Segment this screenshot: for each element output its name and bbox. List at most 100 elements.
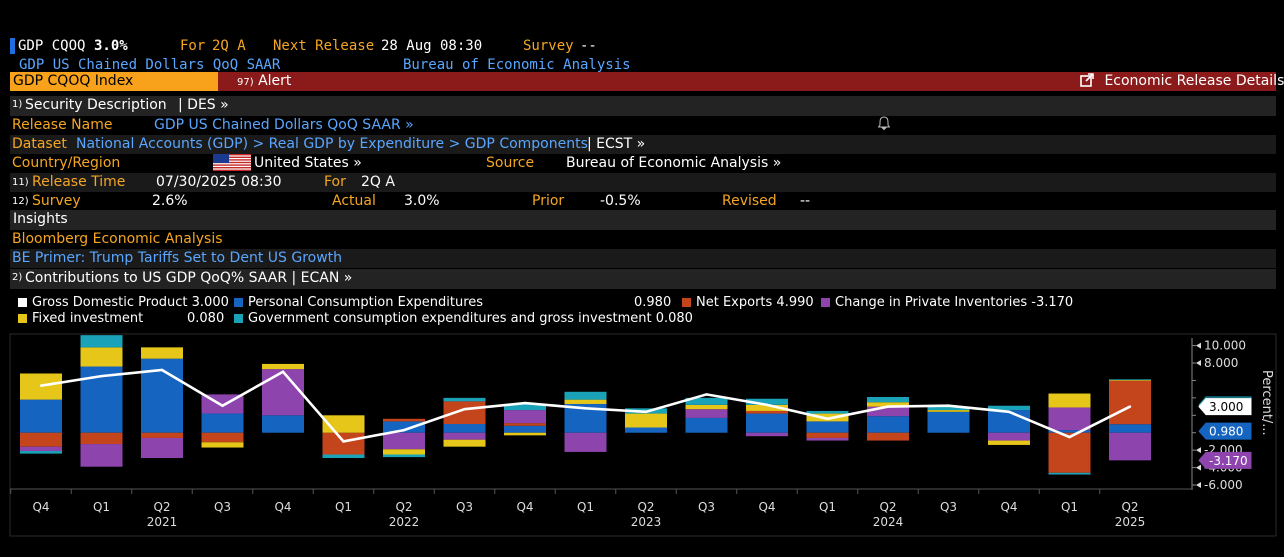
bar-segment xyxy=(443,401,486,425)
ticker: GDP CQOQ xyxy=(18,38,86,54)
bar-segment xyxy=(806,410,849,414)
bar-segment xyxy=(867,416,909,433)
bar-segment xyxy=(625,408,667,414)
bar-segment xyxy=(20,432,62,447)
x-tick-label: Q3 xyxy=(456,500,473,514)
x-tick-label: Q2 xyxy=(879,500,896,514)
legend-swatch-pce xyxy=(234,298,243,307)
source-link[interactable]: Bureau of Economic Analysis » xyxy=(566,155,782,171)
bar-segment xyxy=(141,432,183,438)
actual-label: Actual xyxy=(332,193,376,209)
x-tick-label: Q1 xyxy=(335,500,352,514)
bar-segment xyxy=(1109,379,1151,381)
country-link[interactable]: United States » xyxy=(254,155,362,171)
legend-fixed-investment-value: 0.080 xyxy=(187,311,225,326)
contributions-section-header[interactable]: 2) Contributions to US GDP QoQ% SAAR | E… xyxy=(10,269,1276,289)
bar-segment xyxy=(1109,380,1151,425)
legend-pce[interactable]: Personal Consumption Expenditures xyxy=(234,295,483,310)
bar-segment xyxy=(80,444,123,467)
legend-gdp[interactable]: Gross Domestic Product 3.000 xyxy=(18,295,229,310)
primer-link[interactable]: BE Primer: Trump Tariffs Set to Dent US … xyxy=(12,250,343,266)
bar-segment xyxy=(988,440,1030,445)
bar-segment xyxy=(201,413,244,433)
gdp-point xyxy=(947,404,950,407)
x-tick-label: Q2 xyxy=(637,500,654,514)
legend-gdp-value: 3.000 xyxy=(191,295,229,310)
bar-segment xyxy=(685,417,728,433)
x-year-label: 2021 xyxy=(147,515,178,529)
gdp-point xyxy=(1068,435,1071,439)
security-code: | DES » xyxy=(178,97,229,113)
legend-inventories-value: -3.170 xyxy=(1031,295,1074,310)
gdp-point xyxy=(705,393,708,396)
legend-swatch-inventories xyxy=(821,298,830,307)
dataset-row xyxy=(10,135,1276,154)
source-label: Source xyxy=(486,155,535,171)
external-link-icon xyxy=(1080,73,1094,87)
legend-inventories[interactable]: Change in Private Inventories -3.170 xyxy=(821,295,1073,310)
legend-government[interactable]: Government consumption expenditures and … xyxy=(234,311,693,326)
contributions-num: 2) xyxy=(12,272,23,283)
security-section-header[interactable]: 1) Security Description | DES » xyxy=(10,96,1276,116)
bell-icon[interactable] xyxy=(877,116,891,134)
bar-segment xyxy=(443,432,486,440)
for-value: 2Q A xyxy=(212,38,246,54)
alert-button[interactable]: 97) Alert xyxy=(237,73,291,89)
x-tick-label: Q4 xyxy=(32,500,49,514)
bar-segment xyxy=(746,413,788,433)
bar-segment xyxy=(141,358,183,433)
legend-net-exports[interactable]: Net Exports 4.990 xyxy=(682,295,814,310)
bar-segment xyxy=(1109,432,1151,461)
bar-segment xyxy=(1048,430,1091,433)
survey-header-label: Survey xyxy=(523,38,574,54)
release-time-label[interactable]: Release Time xyxy=(32,174,126,190)
survey-label[interactable]: Survey xyxy=(32,193,81,209)
dataset-link[interactable]: National Accounts (GDP) > Real GDP by Ex… xyxy=(76,136,588,152)
bar-segment xyxy=(685,404,728,410)
country-label: Country/Region xyxy=(12,155,121,171)
legend-fixed-investment[interactable]: Fixed investment xyxy=(18,311,143,326)
value-tag xyxy=(1198,396,1252,414)
bar-segment xyxy=(1048,407,1091,431)
bar-segment xyxy=(988,410,1030,433)
bar-segment xyxy=(201,394,244,414)
bar-segment xyxy=(322,432,365,455)
primer-row xyxy=(10,249,1276,268)
x-year-label: 2022 xyxy=(389,515,420,529)
index-tag[interactable]: GDP CQOQ Index xyxy=(10,72,218,91)
gdp-line xyxy=(40,368,1131,443)
bar-segment xyxy=(867,432,909,441)
chart-gdp-line-group xyxy=(39,368,1132,443)
full-name: GDP US Chained Dollars QoQ SAAR xyxy=(19,57,281,73)
actual-value: 3.0% xyxy=(404,193,440,209)
bar-segment xyxy=(141,347,183,359)
bar-segment xyxy=(504,423,546,426)
next-release-label: Next Release xyxy=(273,38,375,54)
survey-num: 12) xyxy=(12,196,29,207)
prior-value: -0.5% xyxy=(600,193,641,209)
legend-swatch-gdp xyxy=(18,298,27,307)
y-tick-label: 10.000 xyxy=(1204,339,1246,353)
release-time-row xyxy=(10,173,1276,192)
security-num: 1) xyxy=(12,99,23,110)
value-tag-label: 0.080 xyxy=(1209,399,1243,413)
legend-fixed-investment-name: Fixed investment xyxy=(32,311,144,326)
bar-segment xyxy=(80,347,123,367)
x-tick-label: Q1 xyxy=(577,500,594,514)
gdp-point xyxy=(402,428,406,432)
bar-segment xyxy=(141,437,183,458)
economic-release-details-button[interactable]: Economic Release Details xyxy=(1080,73,1284,89)
bar-segment xyxy=(383,449,425,455)
bar-segment xyxy=(20,373,62,400)
bar-segment xyxy=(988,405,1030,411)
release-name-link[interactable]: GDP US Chained Dollars QoQ SAAR » xyxy=(154,117,414,133)
bar-segment xyxy=(1109,380,1151,381)
dataset-code[interactable]: | ECST » xyxy=(587,136,646,152)
chart-border xyxy=(9,333,1277,537)
bar-segment xyxy=(80,432,123,445)
bar-segment xyxy=(625,427,667,433)
legend-swatch-net-exports xyxy=(682,298,691,307)
security-title: Security Description xyxy=(25,97,167,113)
y-tick-arrow xyxy=(1196,482,1201,488)
bar-segment xyxy=(806,413,849,422)
